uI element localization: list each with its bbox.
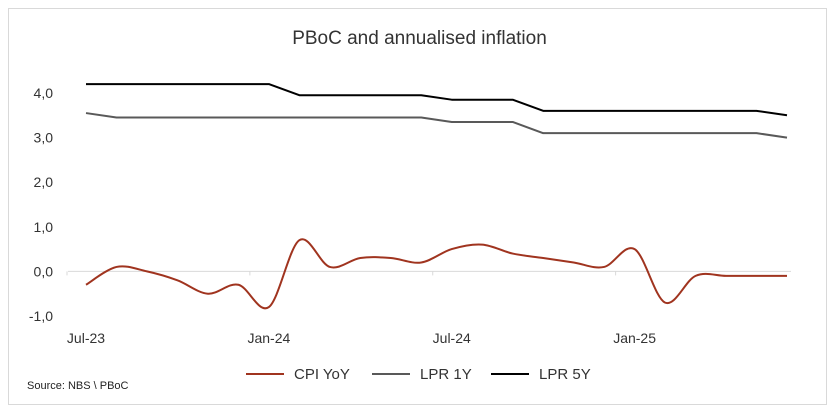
x-axis-labels: Jul-23 Jan-24 Jul-24 Jan-25 [67, 330, 656, 346]
y-tick-label: 3,0 [34, 130, 54, 146]
y-tick-label: -1,0 [29, 308, 53, 324]
x-axis-ticks [66, 271, 617, 276]
chart-frame [8, 8, 827, 405]
series-line-lpr-1y [85, 112, 788, 139]
legend-label-lpr-5y: LPR 5Y [539, 366, 591, 383]
x-tick-label: Jul-23 [67, 330, 105, 346]
legend: CPI YoY LPR 1Y LPR 5Y [246, 366, 591, 383]
series-lines [85, 83, 788, 310]
legend-label-lpr-1y: LPR 1Y [420, 366, 472, 383]
y-tick-label: 0,0 [34, 263, 54, 279]
x-tick-label: Jan-25 [613, 330, 656, 346]
y-tick-label: 4,0 [34, 85, 54, 101]
y-tick-label: 2,0 [34, 174, 54, 190]
chart-title: PBoC and annualised inflation [292, 28, 547, 49]
y-axis-labels: -1,0 0,0 1,0 2,0 3,0 4,0 [29, 85, 53, 324]
source-note: Source: NBS \ PBoC [27, 380, 129, 392]
series-line-lpr-5y [86, 83, 788, 117]
x-tick-label: Jan-24 [247, 330, 290, 346]
x-tick-label: Jul-24 [433, 330, 471, 346]
y-tick-label: 1,0 [34, 219, 54, 235]
legend-label-cpi-yoy: CPI YoY [294, 366, 350, 383]
series-line-cpi-yoy [85, 238, 787, 310]
